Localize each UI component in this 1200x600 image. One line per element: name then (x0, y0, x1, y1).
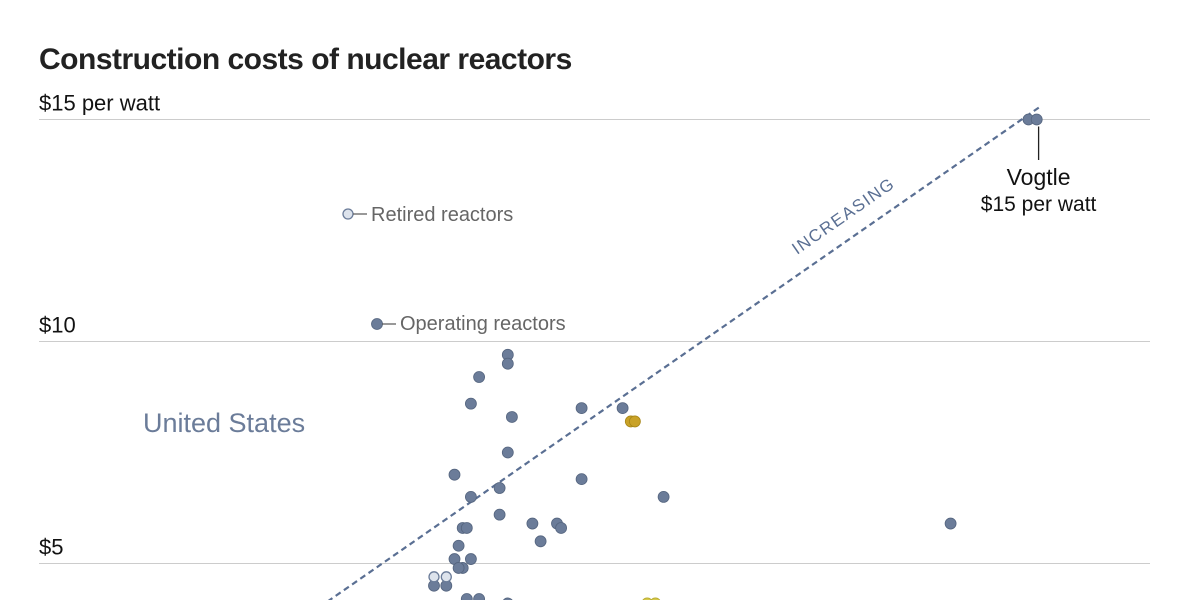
legend-operating-marker (371, 318, 383, 330)
operating-reactor-point (555, 522, 567, 534)
operating-reactor-point (460, 593, 473, 600)
legend-operating-label: Operating reactors (400, 313, 566, 335)
operating-reactor-point (616, 402, 629, 415)
legend: Retired reactors Operating reactors (342, 204, 566, 335)
legend-retired-marker (342, 208, 354, 220)
operating-reactor-point (448, 468, 461, 481)
operating-reactor-point (526, 517, 539, 530)
operating-reactor-point (501, 357, 514, 370)
vogtle-annotation: Vogtle $15 per watt (981, 126, 1097, 216)
operating-reactor-point (505, 411, 518, 423)
data-points (428, 113, 1043, 600)
operating-reactor-point (464, 553, 477, 565)
trend-line-group: INCREASING (327, 105, 1042, 600)
operating-reactor-point (493, 482, 506, 494)
group-label-united-states: United States (143, 408, 305, 438)
operating-reactor-point (452, 539, 465, 552)
operating-reactor-point (501, 446, 514, 459)
retired-reactor-point (428, 571, 440, 583)
operating-reactor-point (575, 473, 588, 486)
operating-reactor-point (452, 562, 465, 574)
operating-reactor-point (534, 535, 547, 548)
y-tick-label: $15 per watt (39, 91, 160, 116)
other-reactor-point (650, 597, 661, 600)
y-axis-ticks: $15 per watt $10 $5 (39, 91, 160, 560)
operating-reactor-point (464, 490, 477, 503)
trend-line (327, 105, 1042, 600)
gridlines (39, 119, 1150, 564)
vogtle-value: $15 per watt (981, 193, 1097, 216)
operating-reactor-point (473, 593, 485, 600)
operating-reactor-point (657, 490, 670, 503)
operating-reactor-point (1030, 113, 1043, 126)
operating-reactor-point (493, 508, 506, 521)
operating-reactor-point (575, 402, 588, 415)
operating-reactor-point (944, 517, 957, 530)
vogtle-name: Vogtle (1007, 164, 1071, 190)
legend-retired-label: Retired reactors (371, 204, 513, 226)
operating-reactor-point (503, 597, 513, 600)
operating-reactor-point (473, 371, 486, 383)
other-reactor-point (642, 597, 652, 600)
y-tick-label: $5 (39, 535, 63, 560)
chart-title: Construction costs of nuclear reactors (39, 43, 572, 76)
y-tick-label: $10 (39, 313, 76, 338)
highlighted-reactor-point (629, 415, 641, 428)
retired-reactor-point (440, 571, 452, 583)
operating-reactor-point (464, 397, 477, 410)
operating-reactor-point (460, 522, 473, 534)
